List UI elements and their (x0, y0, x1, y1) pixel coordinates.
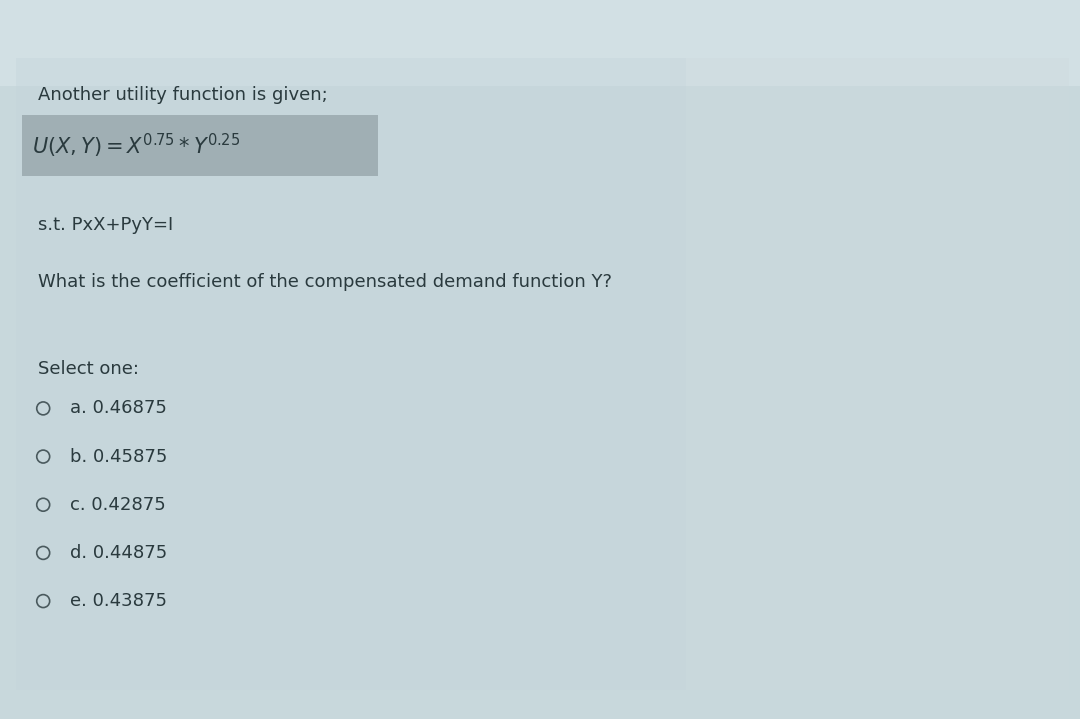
Bar (670, 58, 1069, 690)
Text: a. 0.46875: a. 0.46875 (70, 399, 167, 418)
Bar (16, 58, 686, 690)
Text: e. 0.43875: e. 0.43875 (70, 592, 167, 610)
Text: c. 0.42875: c. 0.42875 (70, 495, 166, 514)
Text: Select one:: Select one: (38, 360, 139, 377)
Text: What is the coefficient of the compensated demand function Y?: What is the coefficient of the compensat… (38, 273, 611, 291)
FancyBboxPatch shape (22, 115, 378, 176)
Text: Another utility function is given;: Another utility function is given; (38, 86, 327, 104)
Bar (0, 0, 1080, 86)
Text: $U(X, Y) = X^{0.75} * Y^{0.25}$: $U(X, Y) = X^{0.75} * Y^{0.25}$ (32, 132, 241, 160)
Text: d. 0.44875: d. 0.44875 (70, 544, 167, 562)
Text: b. 0.45875: b. 0.45875 (70, 447, 167, 466)
Text: s.t. PxX+PyY=I: s.t. PxX+PyY=I (38, 216, 173, 234)
